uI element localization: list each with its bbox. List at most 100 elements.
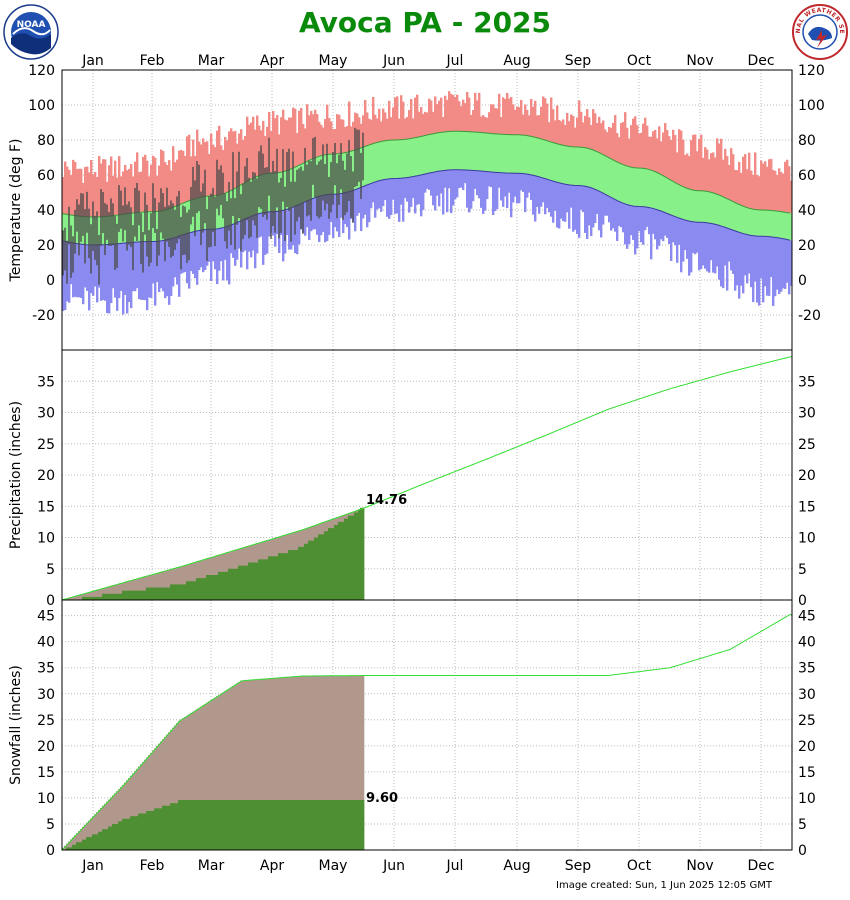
observed-temp-bar (180, 216, 182, 270)
snowfall-normal-bar (214, 697, 217, 850)
normal-range-bar (584, 147, 587, 187)
record-low-bar (112, 244, 115, 289)
record-low-bar (446, 170, 449, 213)
normal-range-bar (484, 132, 487, 172)
record-low-bar (660, 211, 663, 240)
record-high-bar (176, 159, 179, 206)
record-low-bar (716, 224, 719, 267)
precipitation-ytick-right: 20 (798, 468, 816, 484)
record-low-bar (120, 243, 123, 291)
record-high-bar (488, 112, 491, 134)
precipitation-observed-bar (142, 590, 145, 600)
snowfall-normal-bar (104, 803, 107, 850)
precipitation-observed-bar (190, 581, 193, 600)
record-high-bar (322, 127, 325, 156)
snowfall-observed-bar (316, 800, 319, 850)
normal-range-bar (408, 138, 411, 178)
record-high-bar (348, 101, 351, 152)
snowfall-normal-bar (334, 675, 337, 850)
record-low-bar (312, 198, 315, 230)
record-high-bar (106, 181, 109, 217)
record-low-bar (730, 229, 733, 271)
normal-range-bar (732, 201, 735, 231)
precipitation-observed-bar (208, 575, 211, 600)
record-low-bar (422, 174, 425, 210)
normal-range-bar (784, 212, 787, 240)
record-high-bar (654, 129, 657, 172)
normal-range-bar (98, 216, 101, 245)
snowfall-normal-bar (106, 801, 109, 850)
record-low-bar (204, 229, 207, 270)
record-low-bar (190, 232, 193, 272)
observed-temp-bar (64, 227, 66, 271)
record-low-bar (340, 193, 343, 218)
snowfall-normal-bar (326, 675, 329, 850)
precipitation-normal-bar (84, 593, 87, 600)
snowfall-observed-bar (312, 800, 315, 850)
record-low-bar (118, 243, 121, 299)
snowfall-normal-bar (66, 843, 69, 850)
precipitation-observed-bar (322, 534, 325, 600)
record-high-bar (552, 109, 555, 143)
snowfall-normal-bar (186, 715, 189, 850)
record-low-bar (394, 178, 397, 214)
snowfall-observed-bar (270, 800, 273, 850)
snowfall-observed-bar (86, 836, 89, 850)
record-high-bar (514, 109, 517, 135)
record-low-bar (192, 231, 195, 274)
precipitation-ytick-right: 5 (798, 562, 807, 578)
snowfall-normal-bar (294, 676, 297, 850)
record-low-bar (540, 177, 543, 207)
record-high-bar (368, 118, 371, 146)
record-high-bar (730, 148, 733, 201)
precipitation-observed-bar (338, 521, 341, 600)
record-high-bar (750, 170, 753, 209)
snowfall-normal-bar (176, 723, 179, 850)
record-high-bar (112, 176, 115, 216)
record-high-bar (678, 129, 681, 185)
record-high-bar (182, 150, 185, 204)
record-high-bar (364, 99, 367, 147)
precipitation-observed-bar (188, 581, 191, 600)
record-high-bar (698, 138, 701, 191)
record-high-bar (744, 154, 747, 207)
record-low-bar (664, 212, 667, 236)
snowfall-normal-bar (116, 791, 119, 850)
normal-range-bar (634, 167, 637, 207)
temperature-ytick-left: 100 (28, 98, 55, 114)
observed-temp-bar (242, 183, 244, 240)
record-high-bar (680, 130, 683, 186)
record-low-bar (80, 244, 83, 298)
record-high-bar (170, 170, 173, 209)
observed-temp-bar (144, 192, 146, 235)
observed-temp-bar (66, 240, 68, 284)
record-high-bar (154, 157, 157, 212)
precipitation-observed-bar (182, 584, 185, 600)
record-low-bar (292, 207, 295, 246)
precipitation-observed-bar (258, 559, 261, 600)
record-high-bar (148, 176, 151, 212)
snowfall-ytick-left: 0 (46, 843, 55, 859)
precipitation-observed-bar (174, 584, 177, 600)
normal-range-bar (366, 145, 369, 185)
snowfall-observed-bar (338, 800, 341, 850)
image-created-timestamp: Image created: Sun, 1 Jun 2025 12:05 GMT (556, 880, 772, 891)
record-low-bar (298, 204, 301, 245)
record-low-bar (238, 221, 241, 249)
record-low-bar (786, 239, 789, 283)
record-high-bar (644, 117, 647, 169)
record-high-bar (282, 109, 285, 172)
snowfall-ytick-right: 0 (798, 843, 807, 859)
record-low-bar (378, 180, 381, 209)
observed-temp-bar (328, 176, 330, 219)
record-high-bar (440, 97, 443, 133)
observed-temp-bar (74, 209, 76, 254)
snowfall-ytick-left: 45 (37, 609, 55, 625)
record-low-bar (598, 191, 601, 231)
snowfall-normal-bar (158, 743, 161, 850)
snowfall-normal-bar (138, 766, 141, 850)
record-low-bar (574, 185, 577, 230)
record-high-bar (560, 121, 563, 145)
record-low-bar (450, 169, 453, 214)
record-low-bar (388, 178, 391, 219)
